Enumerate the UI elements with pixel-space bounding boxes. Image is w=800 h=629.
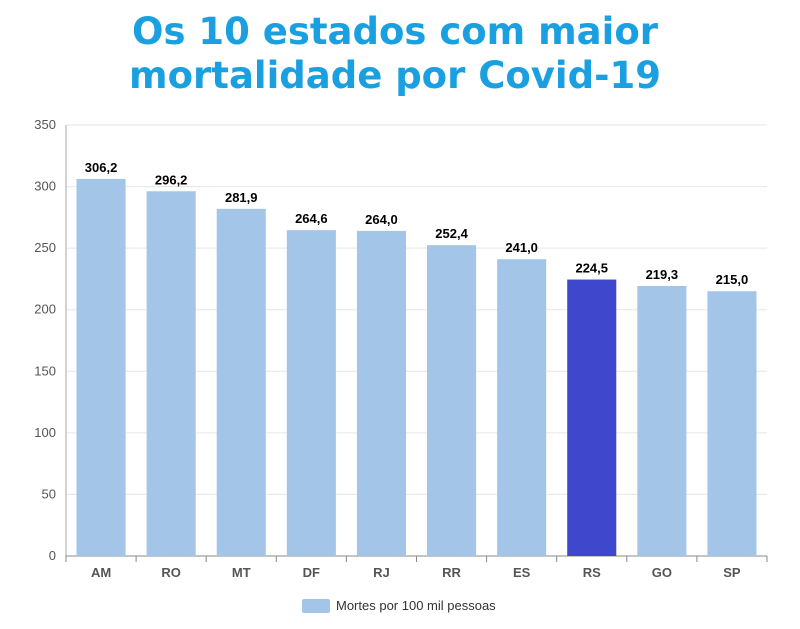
value-label: 252,4	[435, 226, 468, 241]
bar-ro[interactable]	[146, 191, 196, 556]
x-tick-label: RO	[161, 565, 181, 580]
bar-rr[interactable]	[427, 245, 477, 556]
bar-es[interactable]	[497, 259, 547, 556]
legend-swatch	[302, 598, 330, 613]
bar-rj[interactable]	[356, 230, 406, 556]
bar-sp[interactable]	[707, 291, 757, 556]
bar-rs[interactable]	[567, 279, 617, 556]
chart-title-line-1: Os 10 estados com maior	[132, 10, 658, 53]
x-tick-label: SP	[723, 565, 741, 580]
legend[interactable]: Mortes por 100 mil pessoas	[302, 598, 496, 613]
bar-mt[interactable]	[216, 208, 266, 556]
value-label: 264,0	[365, 212, 398, 227]
chart-title: Os 10 estados com maior mortalidade por …	[0, 10, 790, 98]
y-tick-label: 0	[49, 548, 56, 563]
value-label: 264,6	[295, 211, 328, 226]
x-tick-label: ES	[513, 565, 531, 580]
y-tick-label: 200	[34, 302, 56, 317]
y-tick-label: 50	[42, 486, 56, 501]
x-tick-label: GO	[652, 565, 672, 580]
y-tick-label: 300	[34, 179, 56, 194]
value-label: 241,0	[505, 240, 538, 255]
value-label: 296,2	[155, 172, 188, 187]
chart-title-line-2: mortalidade por Covid-19	[129, 54, 661, 97]
x-tick-label: AM	[91, 565, 111, 580]
value-label: 219,3	[646, 267, 679, 282]
x-tick-label: RS	[583, 565, 601, 580]
value-label: 306,2	[85, 160, 118, 175]
x-tick-label: RJ	[373, 565, 390, 580]
bar-df[interactable]	[286, 230, 336, 556]
x-tick-label: DF	[303, 565, 320, 580]
y-tick-label: 150	[34, 363, 56, 378]
y-tick-label: 250	[34, 240, 56, 255]
x-tick-label: MT	[232, 565, 251, 580]
value-label: 281,9	[225, 190, 258, 205]
value-label: 224,5	[575, 261, 608, 276]
value-label: 215,0	[716, 272, 749, 287]
x-tick-label: RR	[442, 565, 461, 580]
bar-go[interactable]	[637, 285, 687, 556]
legend-label: Mortes por 100 mil pessoas	[336, 598, 496, 613]
bar-am[interactable]	[76, 178, 126, 556]
y-tick-label: 100	[34, 425, 56, 440]
y-tick-label: 350	[34, 117, 56, 132]
